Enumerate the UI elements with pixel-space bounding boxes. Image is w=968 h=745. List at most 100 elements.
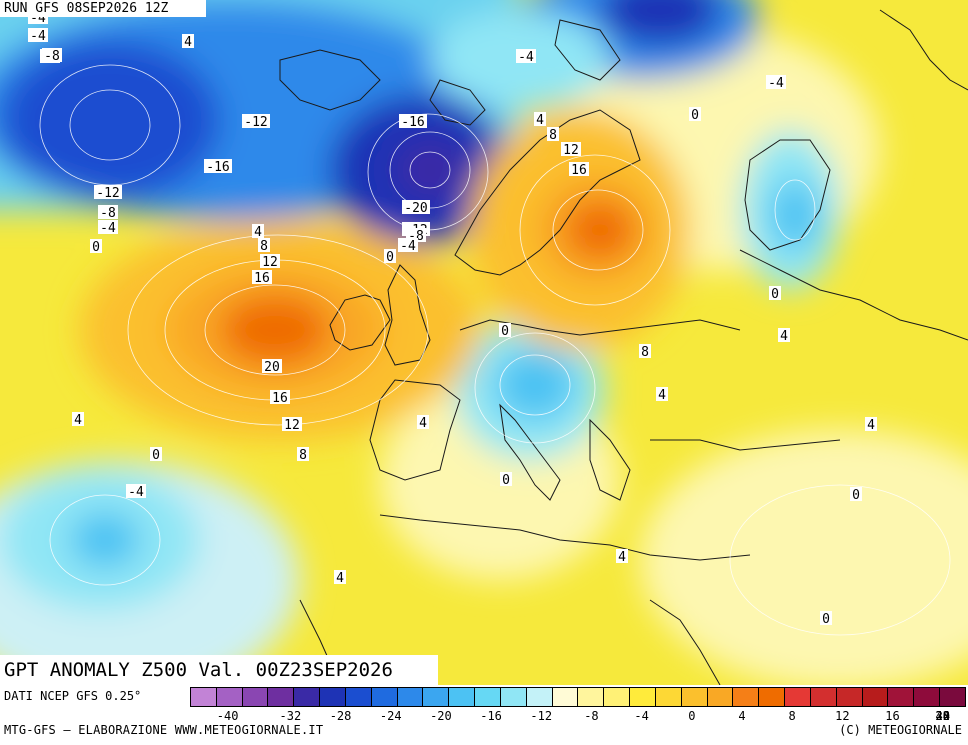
color-scale-cell <box>268 688 295 706</box>
contour-label: 16 <box>270 390 290 406</box>
data-source-label: DATI NCEP GFS 0.25° <box>4 689 142 703</box>
svg-text:20: 20 <box>264 360 280 375</box>
color-scale-cell <box>526 688 553 706</box>
color-scale-cell <box>294 688 321 706</box>
svg-text:-4: -4 <box>518 50 534 65</box>
svg-text:8: 8 <box>260 239 268 254</box>
color-scale-tick: 16 <box>885 709 900 723</box>
color-scale-tick: -4 <box>634 709 649 723</box>
color-scale-cell <box>836 688 863 706</box>
color-scale-cell <box>785 688 811 706</box>
contour-label: 0 <box>689 107 701 123</box>
contour-label: 4 <box>72 412 84 428</box>
map-title: GPT ANOMALY Z500 Val. 00Z23SEP2026 <box>0 655 438 685</box>
svg-text:-12: -12 <box>96 186 119 201</box>
contour-label: -8 <box>42 48 62 64</box>
color-scale-cell <box>242 688 269 706</box>
contour-label: -4 <box>766 75 786 91</box>
contour-label: -4 <box>126 484 146 500</box>
color-scale-cell <box>500 688 527 706</box>
contour-label: -16 <box>399 114 427 130</box>
svg-text:-8: -8 <box>44 49 60 64</box>
svg-text:-4: -4 <box>128 485 144 500</box>
svg-text:8: 8 <box>641 345 649 360</box>
svg-text:4: 4 <box>618 550 626 565</box>
color-scale-tick: -24 <box>379 709 402 723</box>
contour-label: 4 <box>182 34 194 50</box>
contour-label: 8 <box>639 344 651 360</box>
contour-label: -12 <box>242 114 270 130</box>
svg-text:16: 16 <box>254 271 270 286</box>
svg-text:4: 4 <box>419 416 427 431</box>
copyright-label: (C) METEOGIORNALE <box>839 723 962 737</box>
color-scale-tick: -8 <box>584 709 599 723</box>
color-scale-cell <box>449 688 476 706</box>
contour-label: -20 <box>402 200 430 216</box>
color-scale-tick: 40 <box>935 709 950 723</box>
color-scale-cell <box>552 688 579 706</box>
color-scale-tick: -12 <box>530 709 553 723</box>
color-scale-cell <box>371 688 398 706</box>
svg-text:12: 12 <box>284 418 300 433</box>
svg-text:-8: -8 <box>100 206 116 221</box>
svg-text:-4: -4 <box>30 29 46 44</box>
color-scale-cell <box>655 688 682 706</box>
map-panel: -4-84-4-8-4-12-16-16-12-8-40-20-12-8-404… <box>0 0 968 685</box>
color-scale-cell <box>888 688 915 706</box>
contour-label: -16 <box>204 159 232 175</box>
footer: DATI NCEP GFS 0.25° -40 -32 -28 -24 -20 -16 -1… <box>0 685 968 745</box>
color-scale-tick: 24 <box>935 709 950 723</box>
contour-label: -4 <box>516 49 536 65</box>
svg-text:16: 16 <box>571 163 587 178</box>
svg-text:0: 0 <box>691 108 699 123</box>
svg-text:12: 12 <box>563 143 579 158</box>
color-scale-cell <box>345 688 372 706</box>
color-scale-cell <box>733 688 760 706</box>
color-scale-tick: -28 <box>329 709 352 723</box>
contour-label: -4 <box>398 238 418 254</box>
contour-label: 4 <box>334 570 346 586</box>
contour-label: 4 <box>534 112 546 128</box>
color-scale-cell <box>475 688 501 706</box>
svg-text:4: 4 <box>658 388 666 403</box>
contour-label: 0 <box>90 239 102 255</box>
svg-text:0: 0 <box>152 448 160 463</box>
contour-label: -12 <box>94 185 122 201</box>
svg-text:4: 4 <box>780 329 788 344</box>
color-scale-cell <box>940 688 965 706</box>
color-scale-tick: 0 <box>688 709 696 723</box>
svg-text:0: 0 <box>386 250 394 265</box>
color-scale-tick: 4 <box>738 709 746 723</box>
svg-text:4: 4 <box>536 113 544 128</box>
contour-label: 0 <box>384 249 396 265</box>
contour-label: -4 <box>98 220 118 236</box>
svg-text:0: 0 <box>92 240 100 255</box>
contour-label: 8 <box>297 447 309 463</box>
contour-label: 4 <box>417 415 429 431</box>
contour-label: 0 <box>820 611 832 627</box>
svg-text:-4: -4 <box>100 221 116 236</box>
svg-text:4: 4 <box>254 225 262 240</box>
contour-label: -8 <box>98 205 118 221</box>
svg-text:0: 0 <box>771 287 779 302</box>
color-scale-tick: -16 <box>480 709 502 723</box>
color-scale-cell <box>630 688 656 706</box>
contour-label: -4 <box>28 28 48 44</box>
svg-text:4: 4 <box>74 413 82 428</box>
contour-label: 4 <box>656 387 668 403</box>
color-scale-cell <box>578 688 605 706</box>
color-scale-cell <box>914 688 941 706</box>
contour-label: 20 <box>262 359 282 375</box>
color-scale-tick: 28 <box>935 709 950 723</box>
svg-text:0: 0 <box>852 488 860 503</box>
svg-text:-16: -16 <box>206 160 229 175</box>
color-scale-tick: -20 <box>430 709 452 723</box>
contour-label: 16 <box>569 162 589 178</box>
svg-text:8: 8 <box>299 448 307 463</box>
color-scale-cell <box>216 688 243 706</box>
svg-text:12: 12 <box>262 255 278 270</box>
contour-label: 8 <box>547 127 559 143</box>
color-scale-cell <box>191 688 217 706</box>
color-scale-tick: 32 <box>935 709 950 723</box>
contour-label: 0 <box>499 323 511 339</box>
